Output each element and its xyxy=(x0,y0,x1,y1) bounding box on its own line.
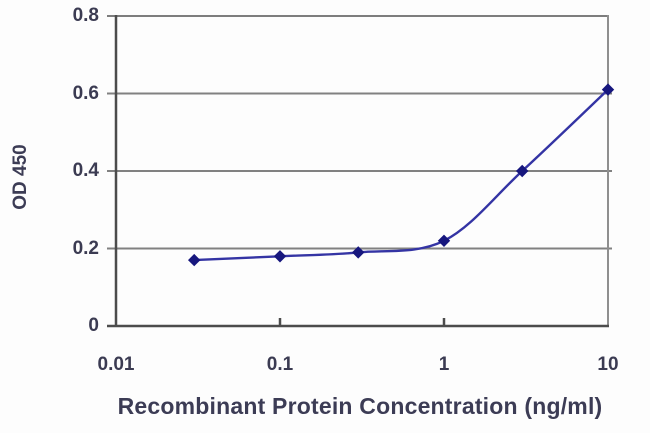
series-line xyxy=(194,88,609,262)
x-tick-label: 10 xyxy=(597,354,619,375)
x-axis-title: Recombinant Protein Concentration (ng/ml… xyxy=(117,393,603,419)
x-tick-label: 0.1 xyxy=(266,354,294,375)
y-tick-label: 0.4 xyxy=(72,160,99,181)
y-tick-label: 0.8 xyxy=(72,5,99,26)
data-point xyxy=(351,246,365,259)
data-point xyxy=(187,253,201,267)
data-point xyxy=(515,164,529,178)
y-tick-label: 0.2 xyxy=(72,237,99,259)
y-tick-label: 0.6 xyxy=(72,82,99,104)
y-axis-title: OD 450 xyxy=(10,144,31,210)
x-tick-label: 0.01 xyxy=(97,354,135,375)
x-tick-label: 1 xyxy=(438,354,450,375)
data-point xyxy=(437,234,451,248)
data-point xyxy=(273,250,287,263)
data-point xyxy=(601,83,615,96)
y-tick-label: 0 xyxy=(88,315,99,336)
